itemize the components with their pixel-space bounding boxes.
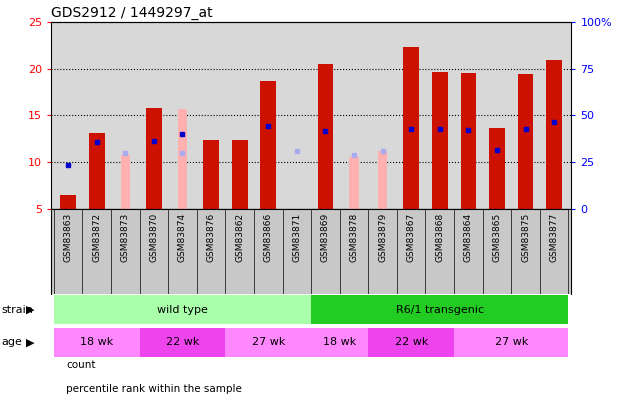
Text: GSM83875: GSM83875 (521, 213, 530, 262)
Text: GSM83874: GSM83874 (178, 213, 187, 262)
Text: GSM83876: GSM83876 (207, 213, 215, 262)
Text: GSM83867: GSM83867 (407, 213, 415, 262)
Bar (260, 81, 276, 209)
Bar (140, 328, 225, 357)
Bar (54, 295, 311, 324)
Text: GSM83866: GSM83866 (264, 213, 273, 262)
Bar (489, 128, 505, 209)
Bar (317, 64, 333, 209)
Text: 27 wk: 27 wk (494, 337, 528, 347)
Text: GSM83879: GSM83879 (378, 213, 387, 262)
Text: percentile rank within the sample: percentile rank within the sample (66, 384, 242, 394)
Text: GSM83872: GSM83872 (92, 213, 101, 262)
Text: GSM83869: GSM83869 (321, 213, 330, 262)
Bar (146, 108, 161, 209)
Text: GSM83871: GSM83871 (292, 213, 301, 262)
Text: GSM83873: GSM83873 (120, 213, 130, 262)
Bar (454, 328, 568, 357)
Text: GSM83863: GSM83863 (63, 213, 73, 262)
Text: wild type: wild type (157, 305, 208, 315)
Bar (368, 328, 454, 357)
Bar (60, 195, 76, 209)
Text: 18 wk: 18 wk (323, 337, 356, 347)
Text: GSM83877: GSM83877 (550, 213, 559, 262)
Text: GSM83870: GSM83870 (150, 213, 158, 262)
Bar (518, 74, 533, 209)
Bar (403, 47, 419, 209)
Text: R6/1 transgenic: R6/1 transgenic (396, 305, 484, 315)
Text: count: count (66, 360, 96, 370)
Text: GDS2912 / 1449297_at: GDS2912 / 1449297_at (51, 6, 212, 20)
Text: age: age (1, 337, 22, 347)
Bar (378, 151, 388, 209)
Bar (203, 140, 219, 209)
Bar (546, 60, 562, 209)
Bar (54, 328, 140, 357)
Bar (311, 295, 568, 324)
Text: GSM83865: GSM83865 (492, 213, 502, 262)
Text: strain: strain (1, 305, 33, 315)
Bar (432, 72, 448, 209)
Bar (89, 133, 104, 209)
Bar (225, 328, 311, 357)
Text: GSM83864: GSM83864 (464, 213, 473, 262)
Bar (120, 155, 130, 209)
Bar (461, 72, 476, 209)
Text: ▶: ▶ (26, 337, 35, 347)
Text: GSM83878: GSM83878 (350, 213, 358, 262)
Bar (178, 109, 187, 209)
Text: 18 wk: 18 wk (80, 337, 113, 347)
Bar (311, 328, 368, 357)
Text: GSM83868: GSM83868 (435, 213, 444, 262)
Bar (232, 140, 248, 209)
Text: GSM83862: GSM83862 (235, 213, 244, 262)
Text: ▶: ▶ (26, 305, 35, 315)
Text: 22 wk: 22 wk (394, 337, 428, 347)
Text: 22 wk: 22 wk (166, 337, 199, 347)
Text: 27 wk: 27 wk (252, 337, 285, 347)
Bar (349, 158, 359, 209)
